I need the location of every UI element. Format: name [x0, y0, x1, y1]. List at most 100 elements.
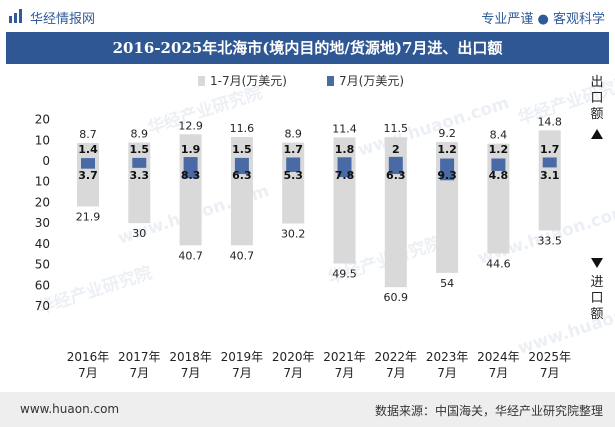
bar-month	[234, 157, 249, 175]
label-month-export: 1.2	[489, 143, 509, 156]
label-month-export: 1.8	[335, 143, 355, 156]
label-month-import: 4.8	[489, 169, 509, 182]
x-axis: 2016年 7月 2017年 7月 2018年 7月 2019年 7月 2020年 7月 2021年…	[67, 350, 571, 380]
label-month-import: 9.3	[437, 169, 457, 182]
label-ytd-export: 8.4	[490, 129, 508, 142]
chart-area: 华经产业研究院 www.huaon.com 华经产业研究院www.huaon.com…	[35, 72, 615, 380]
legend-swatch-month	[327, 76, 334, 86]
bar-month	[337, 157, 352, 178]
label-ytd-import: 30.2	[281, 228, 306, 241]
y-tick-label: 10	[35, 175, 50, 189]
bar-month	[183, 157, 198, 179]
footer-source: 数据来源：中国海关，华经产业研究院整理	[374, 404, 603, 418]
y-tick-label: 50	[35, 258, 50, 272]
watermark-text: 华经产业研究院	[35, 262, 155, 319]
brand-logo-icon	[9, 9, 22, 23]
export-side-label: 出口额	[590, 75, 603, 122]
label-ytd-import: 40.7	[178, 249, 203, 262]
label-month-import: 6.3	[232, 169, 252, 182]
x-tick-label: 2023年 7月	[426, 350, 469, 380]
label-ytd-export: 11.5	[384, 122, 409, 135]
y-tick-label: 10	[35, 133, 50, 147]
label-month-export: 1.7	[283, 143, 303, 156]
label-ytd-export: 14.8	[537, 115, 562, 128]
y-tick-label: 20	[35, 113, 50, 127]
x-tick-label: 2016年 7月	[67, 350, 110, 380]
label-month-import: 7.8	[335, 169, 355, 182]
y-tick-label: 0	[42, 154, 50, 168]
arrow-down-icon	[591, 258, 603, 268]
label-month-export: 1.2	[437, 143, 457, 156]
footer-url: www.huaon.com	[20, 402, 120, 416]
y-tick-label: 30	[35, 216, 50, 230]
footer: www.huaon.com 数据来源：中国海关，华经产业研究院整理	[0, 392, 615, 427]
label-ytd-export: 12.9	[178, 119, 203, 132]
bar-month	[388, 156, 403, 175]
label-ytd-import: 30	[132, 227, 146, 240]
brand-name: 华经情报网	[30, 12, 96, 27]
label-month-export: 1.7	[540, 143, 560, 156]
watermark-layer: 华经产业研究院 www.huaon.com 华经产业研究院www.huaon.com…	[35, 72, 615, 359]
y-tick-label: 60	[35, 278, 50, 292]
chart-title: 2016-2025年北海市(境内目的地/货源地)7月进、出口额	[112, 39, 503, 57]
y-tick-label: 70	[35, 299, 50, 313]
x-tick-label: 2024年 7月	[477, 350, 520, 380]
label-ytd-export: 11.4	[332, 122, 357, 135]
x-tick-label: 2017年 7月	[118, 350, 161, 380]
label-ytd-import: 21.9	[76, 210, 101, 223]
label-ytd-import: 49.5	[332, 268, 357, 281]
label-ytd-export: 8.9	[284, 128, 302, 141]
x-tick-label: 2020年 7月	[272, 350, 315, 380]
top-bar: 华经情报网 专业严谨 ● 客观科学	[0, 0, 615, 32]
label-month-export: 2	[392, 143, 400, 156]
label-ytd-export: 9.2	[438, 127, 456, 140]
label-month-export: 1.5	[232, 143, 252, 156]
label-month-export: 1.5	[130, 143, 150, 156]
label-month-import: 5.3	[283, 169, 303, 182]
label-month-import: 3.3	[130, 169, 150, 182]
label-ytd-import: 44.6	[486, 257, 511, 270]
x-tick-label: 2019年 7月	[221, 350, 264, 380]
bar-month	[491, 158, 506, 171]
x-tick-label: 2018年 7月	[169, 350, 212, 380]
legend-swatch-ytd	[198, 76, 205, 86]
legend: 1-7月(万美元) 7月(万美元)	[198, 74, 404, 88]
bar-ytd	[384, 137, 407, 288]
label-ytd-import: 40.7	[230, 249, 255, 262]
bar-ytd	[333, 137, 356, 264]
x-tick-label: 2022年 7月	[375, 350, 418, 380]
legend-label-month: 7月(万美元)	[339, 74, 404, 88]
title-bar: 2016-2025年北海市(境内目的地/货源地)7月进、出口额	[6, 32, 609, 64]
x-tick-label: 2021年 7月	[323, 350, 366, 380]
bar-ytd	[538, 130, 561, 231]
tagline: 专业严谨 ● 客观科学	[481, 12, 605, 27]
y-tick-label: 20	[35, 195, 50, 209]
bar-month	[440, 158, 455, 181]
label-month-import: 8.3	[181, 169, 201, 182]
bar-month	[132, 157, 147, 168]
label-ytd-export: 8.9	[131, 128, 149, 141]
label-ytd-export: 8.7	[79, 128, 97, 141]
label-month-export: 1.4	[78, 143, 98, 156]
data-labels: 8.7 21.9 1.4 3.7 8.9 30 1.5 3.3 12.9 40.7 1.9 8.3 11…	[76, 115, 562, 304]
x-tick-label: 2025年 7月	[528, 350, 571, 380]
bar-ytd	[487, 143, 510, 254]
arrow-up-icon	[591, 129, 603, 139]
y-tick-label: 40	[35, 237, 50, 251]
label-month-import: 3.7	[78, 169, 98, 182]
label-ytd-import: 60.9	[384, 291, 409, 304]
label-month-export: 1.9	[181, 143, 201, 156]
bar-month	[81, 158, 95, 169]
legend-label-ytd: 1-7月(万美元)	[210, 74, 287, 88]
import-side-label: 进口额	[590, 275, 603, 322]
label-month-import: 6.3	[386, 169, 406, 182]
y-axis: 20 10 0 10 20 30 40 50 60 70	[35, 113, 50, 313]
label-ytd-import: 54	[440, 277, 454, 290]
label-month-import: 3.1	[540, 169, 560, 182]
bar-month	[542, 157, 557, 168]
label-ytd-import: 33.5	[537, 234, 562, 247]
bars	[77, 130, 561, 288]
bar-month	[286, 157, 301, 172]
label-ytd-export: 11.6	[230, 122, 255, 135]
